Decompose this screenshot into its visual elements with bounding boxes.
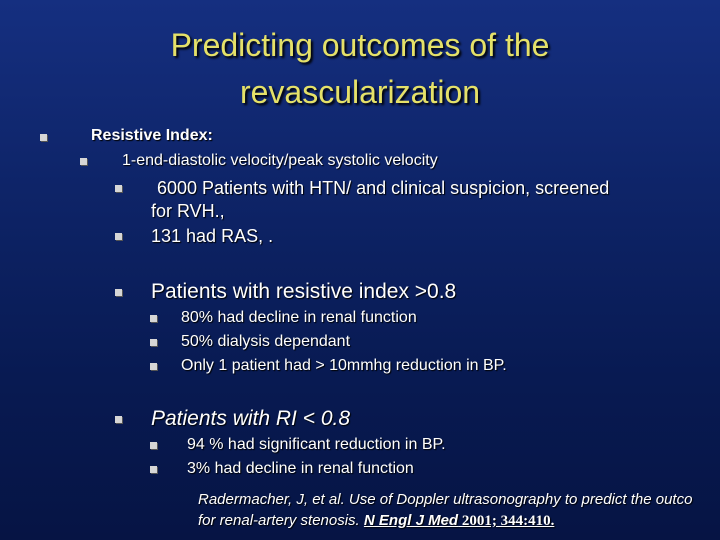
reference-citation: Radermacher, J, et al. Use of Doppler ul… [198,489,720,532]
title-line-2: revascularization [239,74,481,110]
bullet-icon [150,315,157,322]
bullet-icon [115,289,122,296]
reference-line-1: Radermacher, J, et al. Use of Doppler ul… [198,491,693,508]
journal-year-volume: 2001; 344:410. [458,513,555,529]
ri-low-item-2: 3% had decline in renal function [187,460,414,477]
bullet-icon [115,185,122,192]
ri-low-item-1: 94 % had significant reduction in BP. [187,436,446,453]
bullet-icon [150,442,157,449]
ri-high-item-3: Only 1 patient had > 10mmhg reduction in… [181,357,507,374]
ri-high-heading: Patients with resistive index >0.8 [151,280,457,303]
bullet-icon [150,466,157,473]
ri-formula: 1-end-diastolic velocity/peak systolic v… [122,152,438,169]
ri-high-item-1: 80% had decline in renal function [181,309,417,326]
bullet-icon [115,416,122,423]
resistive-index-heading: Resistive Index: [91,127,213,144]
reference-prefix: for renal-artery stenosis. [198,512,364,529]
ras-count: 131 had RAS, . [151,226,274,246]
slide-title: Predicting outcomes of the revasculariza… [0,22,720,116]
bullet-icon [80,158,87,165]
title-line-1: Predicting outcomes of the [170,27,550,63]
bullet-icon [150,363,157,370]
journal-name: N Engl J Med [363,512,459,529]
patients-screened-line-1: 6000 Patients with HTN/ and clinical sus… [157,178,610,198]
bullet-icon [40,134,47,141]
bullet-icon [115,233,122,240]
patients-screened-line-2: for RVH., [151,201,225,221]
bullet-icon [150,339,157,346]
ri-low-heading: Patients with RI < 0.8 [151,407,351,430]
ri-high-item-2: 50% dialysis dependant [181,333,351,350]
reference-line-2: for renal-artery stenosis. N Engl J Med … [198,510,720,532]
